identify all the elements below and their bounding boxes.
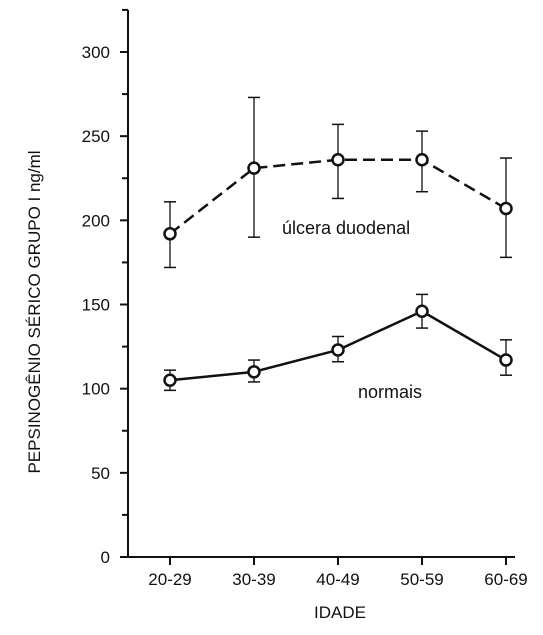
axes	[127, 10, 515, 558]
series-label-normais: normais	[358, 382, 422, 402]
series-layer	[163, 96, 513, 392]
y-tick-label-0: 0	[101, 548, 110, 567]
x-tick-label-60-69: 60-69	[484, 570, 527, 589]
data-point	[415, 304, 429, 318]
data-point	[499, 353, 513, 367]
data-point	[163, 227, 177, 241]
data-point	[247, 161, 261, 175]
x-tick-label-30-39: 30-39	[232, 570, 275, 589]
y-tick-label-250: 250	[82, 127, 110, 146]
y-tick-label-100: 100	[82, 380, 110, 399]
data-point	[331, 152, 345, 167]
x-ticks: 20-29 30-39 40-49 50-59 60-69	[148, 557, 528, 589]
y-tick-label-50: 50	[91, 464, 110, 483]
series-label-ulcera-duodenal: úlcera duodenal	[282, 218, 410, 238]
y-tick-label-300: 300	[82, 43, 110, 62]
data-point	[163, 373, 177, 387]
data-point	[499, 201, 513, 216]
x-tick-label-50-59: 50-59	[400, 570, 443, 589]
y-ticks: 0 50 100 150 200 250 300	[82, 8, 128, 567]
x-tick-label-40-49: 40-49	[316, 570, 359, 589]
y-axis-title: PEPSINOGÊNIO SÉRICO GRUPO I ng/ml	[25, 150, 44, 473]
y-tick-label-150: 150	[82, 296, 110, 315]
series-0	[163, 96, 513, 269]
data-point	[331, 343, 345, 357]
data-point	[415, 152, 429, 167]
x-axis-title: IDADE	[314, 603, 366, 622]
x-tick-label-20-29: 20-29	[148, 570, 191, 589]
data-point	[247, 365, 261, 379]
y-tick-label-200: 200	[82, 211, 110, 230]
series-1	[163, 293, 513, 392]
